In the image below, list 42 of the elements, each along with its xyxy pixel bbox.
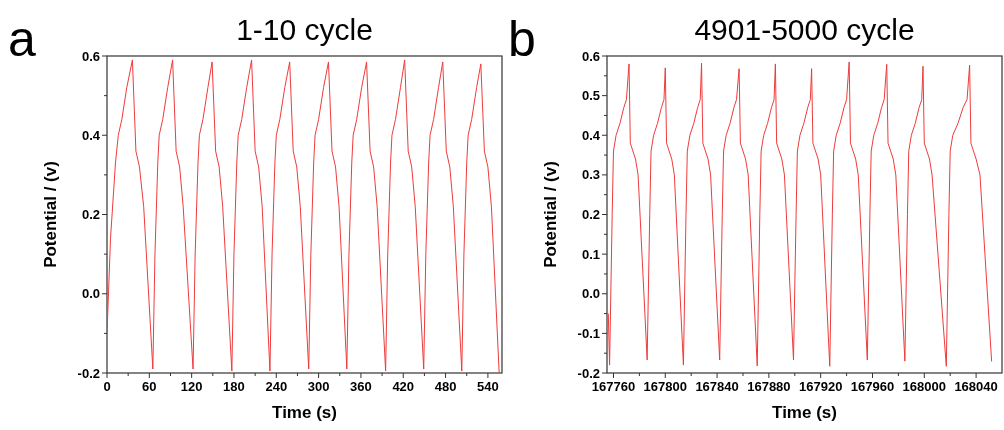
y-axis-title: Potential / (v): [541, 161, 560, 268]
x-tick-label: 167920: [798, 379, 843, 394]
line-series: [607, 61, 993, 367]
x-tick-label: 360: [350, 379, 372, 394]
x-tick-label: 168040: [954, 379, 998, 394]
x-tick-label: 167840: [695, 379, 739, 394]
y-axis-title: Potential / (v): [41, 161, 60, 268]
y-tick-label: 0.6: [581, 48, 600, 64]
x-tick-label: 180: [223, 379, 245, 394]
x-tick-label: 420: [392, 379, 415, 394]
x-tick-label: 240: [265, 379, 288, 394]
x-tick-label: 167880: [747, 379, 791, 394]
x-axis-title: Time (s): [772, 403, 837, 422]
x-tick-label: 168000: [902, 379, 946, 394]
y-tick-label: 0.2: [581, 207, 600, 222]
y-tick-label: 0.4: [81, 127, 101, 143]
y-tick-label: -0.1: [577, 325, 600, 341]
line-series: [107, 59, 500, 374]
y-tick-label: 0.2: [81, 207, 100, 222]
x-tick-label: 167800: [643, 379, 687, 394]
x-tick-label: 0: [103, 379, 111, 394]
y-tick-label: -0.2: [577, 365, 600, 381]
x-tick-label: 120: [180, 379, 203, 394]
x-axis-title: Time (s): [272, 403, 337, 422]
x-tick-label: 167760: [591, 379, 636, 394]
x-tick-label: 480: [434, 379, 457, 394]
y-tick-label: 0.0: [581, 286, 600, 302]
y-tick-label: 0.3: [581, 167, 600, 183]
text: a: [8, 11, 36, 67]
y-tick-label: 0.0: [81, 286, 100, 302]
x-tick-label: 300: [307, 379, 330, 394]
chart-title: 4901-5000 cycle: [694, 13, 915, 46]
y-tick-label: 0.4: [581, 127, 601, 143]
x-tick-label: 167960: [850, 379, 895, 394]
chart-title: 1-10 cycle: [236, 13, 373, 46]
y-tick-label: 0.5: [581, 88, 600, 104]
x-tick-label: 60: [142, 379, 157, 394]
y-tick-label: 0.6: [81, 48, 100, 64]
x-tick-label: 540: [477, 379, 499, 394]
y-tick-label: -0.2: [77, 365, 100, 381]
text: b: [508, 11, 536, 67]
y-tick-label: 0.1: [581, 246, 600, 262]
